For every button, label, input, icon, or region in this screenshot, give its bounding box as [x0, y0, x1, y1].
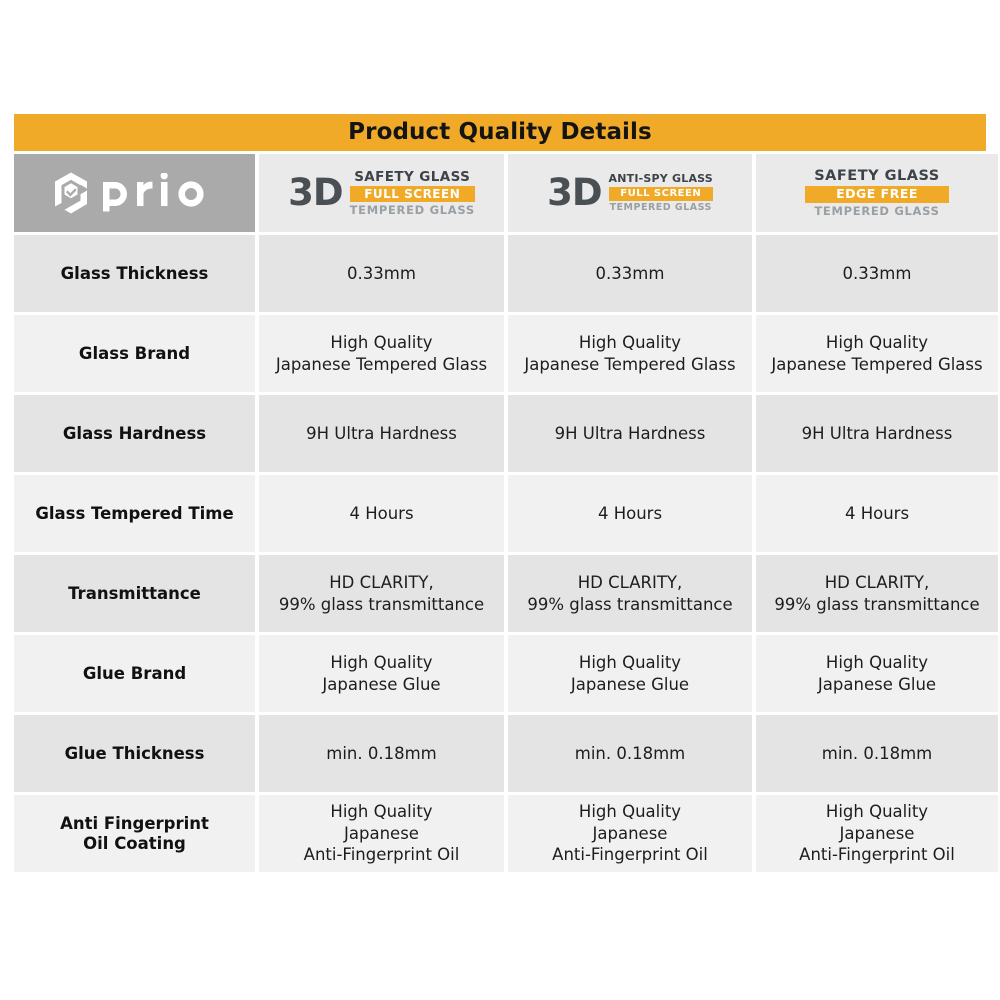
row-value: 4 Hours: [259, 475, 504, 552]
badge-3d-prefix-2: 3D: [547, 171, 602, 215]
row-value: High Quality Japanese Anti-Fingerprint O…: [508, 795, 752, 872]
table-header-row: 3D SAFETY GLASS FULL SCREEN TEMPERED GLA…: [14, 154, 998, 232]
row-value: High Quality Japanese Anti-Fingerprint O…: [756, 795, 998, 872]
table-row: Glass Brand High Quality Japanese Tempere…: [14, 315, 998, 392]
row-value: High Quality Japanese Tempered Glass: [756, 315, 998, 392]
row-label: Anti Fingerprint Oil Coating: [14, 795, 255, 872]
prio-wordmark: [103, 173, 204, 212]
row-label: Glue Thickness: [14, 715, 255, 792]
table-row: Glass Hardness 9H Ultra Hardness 9H Ultra …: [14, 395, 998, 472]
row-value: HD CLARITY, 99% glass transmittance: [508, 555, 752, 632]
badge-bottom-line-2: TEMPERED GLASS: [609, 201, 712, 213]
table-body: Glass Thickness 0.33mm 0.33mm 0.33mm Glass B…: [14, 235, 998, 872]
row-value: 9H Ultra Hardness: [756, 395, 998, 472]
table-row: Transmittance HD CLARITY, 99% glass trans…: [14, 555, 998, 632]
badge-text-stack-1: SAFETY GLASS FULL SCREEN TEMPERED GLASS: [349, 169, 475, 217]
table-row: Glass Thickness 0.33mm 0.33mm 0.33mm: [14, 235, 998, 312]
product-column-1-header: 3D SAFETY GLASS FULL SCREEN TEMPERED GLA…: [259, 154, 504, 232]
badge-bottom-line-1: TEMPERED GLASS: [349, 202, 475, 217]
row-label: Transmittance: [14, 555, 255, 632]
row-value: 4 Hours: [756, 475, 998, 552]
product-quality-table: Product Quality Details: [14, 114, 998, 872]
badge-lockup-2: 3D ANTI-SPY GLASS FULL SCREEN TEMPERED G…: [547, 173, 713, 212]
row-value: min. 0.18mm: [508, 715, 752, 792]
row-value: min. 0.18mm: [756, 715, 998, 792]
row-value: 0.33mm: [508, 235, 752, 312]
table-title-bar: Product Quality Details: [14, 114, 986, 151]
row-value: High Quality Japanese Tempered Glass: [508, 315, 752, 392]
badge-middle-tag-2: FULL SCREEN: [608, 186, 713, 202]
badge-bottom-line-3: TEMPERED GLASS: [814, 203, 940, 218]
badge-top-line-3: SAFETY GLASS: [814, 168, 940, 185]
row-value: High Quality Japanese Glue: [259, 635, 504, 712]
table-row: Glue Brand High Quality Japanese Glue High…: [14, 635, 998, 712]
row-value: High Quality Japanese Anti-Fingerprint O…: [259, 795, 504, 872]
row-value: 9H Ultra Hardness: [508, 395, 752, 472]
badge-lockup-3: SAFETY GLASS EDGE FREE TEMPERED GLASS: [805, 168, 949, 218]
brand-logo-cell: [14, 154, 255, 232]
row-value: HD CLARITY, 99% glass transmittance: [756, 555, 998, 632]
row-value: HD CLARITY, 99% glass transmittance: [259, 555, 504, 632]
badge-top-line-1: SAFETY GLASS: [354, 169, 471, 186]
product-column-3-header: SAFETY GLASS EDGE FREE TEMPERED GLASS: [756, 154, 998, 232]
row-label: Glass Brand: [14, 315, 255, 392]
badge-middle-tag-3: EDGE FREE: [805, 186, 949, 204]
badge-top-line-2: ANTI-SPY GLASS: [608, 172, 713, 186]
table-row: Glass Tempered Time 4 Hours 4 Hours 4 Hours: [14, 475, 998, 552]
row-label: Glass Tempered Time: [14, 475, 255, 552]
row-value: High Quality Japanese Tempered Glass: [259, 315, 504, 392]
table-row: Glue Thickness min. 0.18mm min. 0.18mm min.…: [14, 715, 998, 792]
prio-hexagon-check-icon: [55, 172, 87, 214]
row-label: Glue Brand: [14, 635, 255, 712]
row-value: min. 0.18mm: [259, 715, 504, 792]
table-row: Anti Fingerprint Oil Coating High Quality…: [14, 795, 998, 872]
badge-3d-prefix-1: 3D: [288, 171, 343, 215]
row-value: High Quality Japanese Glue: [756, 635, 998, 712]
badge-text-stack-2: ANTI-SPY GLASS FULL SCREEN TEMPERED GLAS…: [608, 172, 713, 213]
row-value: 4 Hours: [508, 475, 752, 552]
badge-lockup-1: 3D SAFETY GLASS FULL SCREEN TEMPERED GLA…: [288, 170, 475, 216]
badge-text-stack-3: SAFETY GLASS EDGE FREE TEMPERED GLASS: [805, 168, 949, 218]
row-value: High Quality Japanese Glue: [508, 635, 752, 712]
row-value: 0.33mm: [259, 235, 504, 312]
row-value: 9H Ultra Hardness: [259, 395, 504, 472]
badge-middle-tag-1: FULL SCREEN: [349, 185, 475, 203]
row-value: 0.33mm: [756, 235, 998, 312]
row-label: Glass Hardness: [14, 395, 255, 472]
row-label: Glass Thickness: [14, 235, 255, 312]
page-title: Product Quality Details: [348, 119, 652, 145]
product-column-2-header: 3D ANTI-SPY GLASS FULL SCREEN TEMPERED G…: [508, 154, 752, 232]
prio-logo-lockup: [50, 170, 219, 216]
